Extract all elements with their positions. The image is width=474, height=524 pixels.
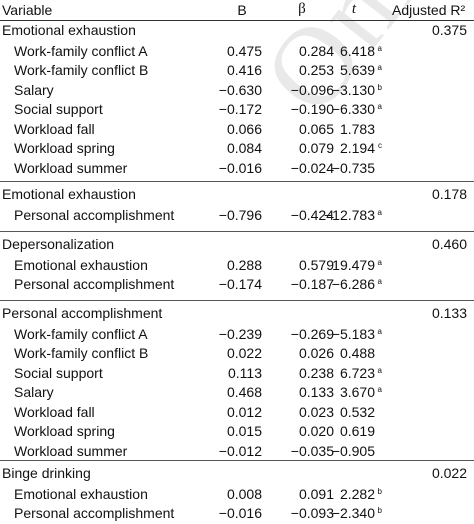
row-beta: 0.253 xyxy=(298,62,334,78)
row-b: 0.015 xyxy=(226,423,262,439)
row-t: −2.340 b xyxy=(331,505,382,521)
row-t: 3.670 a xyxy=(339,384,382,400)
row-b: −0.796 xyxy=(218,206,262,223)
row-t: −12.783 a xyxy=(324,206,382,223)
row-b: −0.012 xyxy=(218,442,262,459)
row-beta: 0.238 xyxy=(298,364,334,381)
group-divider xyxy=(0,460,474,461)
row-label: Work-family conflict B xyxy=(14,345,149,361)
group-title: Binge drinking xyxy=(2,465,91,481)
row-b: 0.288 xyxy=(226,256,262,273)
table-header: Variable B β t Adjusted R² xyxy=(0,0,474,21)
group-adjusted-r2: 0.022 xyxy=(431,465,467,481)
row-beta: 0.065 xyxy=(298,120,334,137)
row-beta: −0.024 xyxy=(290,159,334,176)
header-t: t xyxy=(351,1,357,17)
row-b: 0.084 xyxy=(226,140,262,156)
row-b: −0.016 xyxy=(218,159,262,176)
row-beta: −0.187 xyxy=(290,276,334,292)
row-t: −3.130 b xyxy=(331,81,382,98)
header-beta: β xyxy=(298,1,306,17)
group-adjusted-r2: 0.178 xyxy=(431,186,467,202)
row-t: −0.905 xyxy=(331,442,375,459)
row-beta: 0.023 xyxy=(298,403,334,420)
row-label: Workload fall xyxy=(14,120,95,137)
group-adjusted-r2: 0.375 xyxy=(431,22,467,38)
row-t: −5.183 a xyxy=(331,325,382,342)
group-divider xyxy=(0,300,474,301)
row-t: 19.479 a xyxy=(332,256,382,273)
row-t: 2.282 b xyxy=(339,485,382,502)
row-label: Personal accomplishment xyxy=(14,206,175,223)
row-beta: 0.284 xyxy=(298,42,334,59)
row-label: Workload summer xyxy=(14,159,128,176)
header-variable: Variable xyxy=(2,2,53,18)
group-divider xyxy=(0,181,474,182)
row-beta: −0.096 xyxy=(290,81,334,98)
group-title: Depersonalization xyxy=(2,236,115,252)
row-label: Workload summer xyxy=(14,442,128,459)
row-b: 0.475 xyxy=(226,42,262,59)
row-label: Work-family conflict A xyxy=(14,42,148,59)
row-t: −0.735 xyxy=(331,159,375,176)
row-b: 0.012 xyxy=(226,403,262,420)
row-t: 6.418 a xyxy=(339,42,382,59)
row-beta: 0.079 xyxy=(298,140,334,156)
row-label: Social support xyxy=(14,364,103,381)
row-beta: −0.035 xyxy=(290,442,334,459)
row-b: 0.066 xyxy=(226,120,262,137)
row-label: Personal accomplishment xyxy=(14,276,175,292)
group-adjusted-r2: 0.460 xyxy=(431,236,467,252)
row-beta: 0.091 xyxy=(298,485,334,502)
group-title: Emotional exhaustion xyxy=(2,186,136,202)
row-b: 0.022 xyxy=(226,345,262,361)
row-t: 1.783 xyxy=(339,120,375,137)
row-label: Workload spring xyxy=(14,423,115,439)
row-beta: 0.133 xyxy=(298,384,334,400)
row-t: −6.330 a xyxy=(331,101,382,117)
row-b: −0.239 xyxy=(218,325,262,342)
row-beta: −0.269 xyxy=(290,325,334,342)
row-beta: 0.026 xyxy=(298,345,334,361)
group-divider xyxy=(0,231,474,232)
row-b: 0.113 xyxy=(228,364,262,381)
row-t: 6.723 a xyxy=(339,364,382,381)
group-title: Personal accomplishment xyxy=(2,305,163,321)
row-beta: 0.020 xyxy=(298,423,334,439)
group-title: Emotional exhaustion xyxy=(2,22,136,38)
header-adjusted-r2: Adjusted R² xyxy=(392,2,466,18)
row-label: Work-family conflict B xyxy=(14,62,149,78)
header-b: B xyxy=(237,2,247,18)
row-label: Social support xyxy=(14,101,103,117)
row-b: 0.468 xyxy=(226,384,262,400)
row-t: 2.194 c xyxy=(339,140,382,156)
row-t: 0.619 xyxy=(339,423,375,439)
row-beta: −0.424 xyxy=(290,206,334,223)
row-label: Salary xyxy=(14,81,54,98)
row-b: 0.008 xyxy=(226,485,262,502)
row-t: 0.488 xyxy=(339,345,375,361)
row-b: −0.630 xyxy=(218,81,262,98)
row-label: Personal accomplishment xyxy=(14,505,175,521)
row-t: −6.286 a xyxy=(331,276,382,292)
row-t: 0.532 xyxy=(339,403,375,420)
row-beta: −0.190 xyxy=(290,101,334,117)
row-label: Emotional exhaustion xyxy=(14,485,148,502)
row-label: Emotional exhaustion xyxy=(14,256,148,273)
row-beta: 0.579 xyxy=(298,256,334,273)
row-label: Workload spring xyxy=(14,140,115,156)
row-b: −0.174 xyxy=(218,276,262,292)
row-b: −0.172 xyxy=(218,101,262,117)
group-adjusted-r2: 0.133 xyxy=(431,305,467,321)
row-t: 5.639 a xyxy=(339,62,382,78)
row-label: Salary xyxy=(14,384,54,400)
row-b: −0.016 xyxy=(218,505,262,521)
row-label: Work-family conflict A xyxy=(14,325,148,342)
row-b: 0.416 xyxy=(226,62,262,78)
row-label: Workload fall xyxy=(14,403,95,420)
row-beta: −0.093 xyxy=(290,505,334,521)
